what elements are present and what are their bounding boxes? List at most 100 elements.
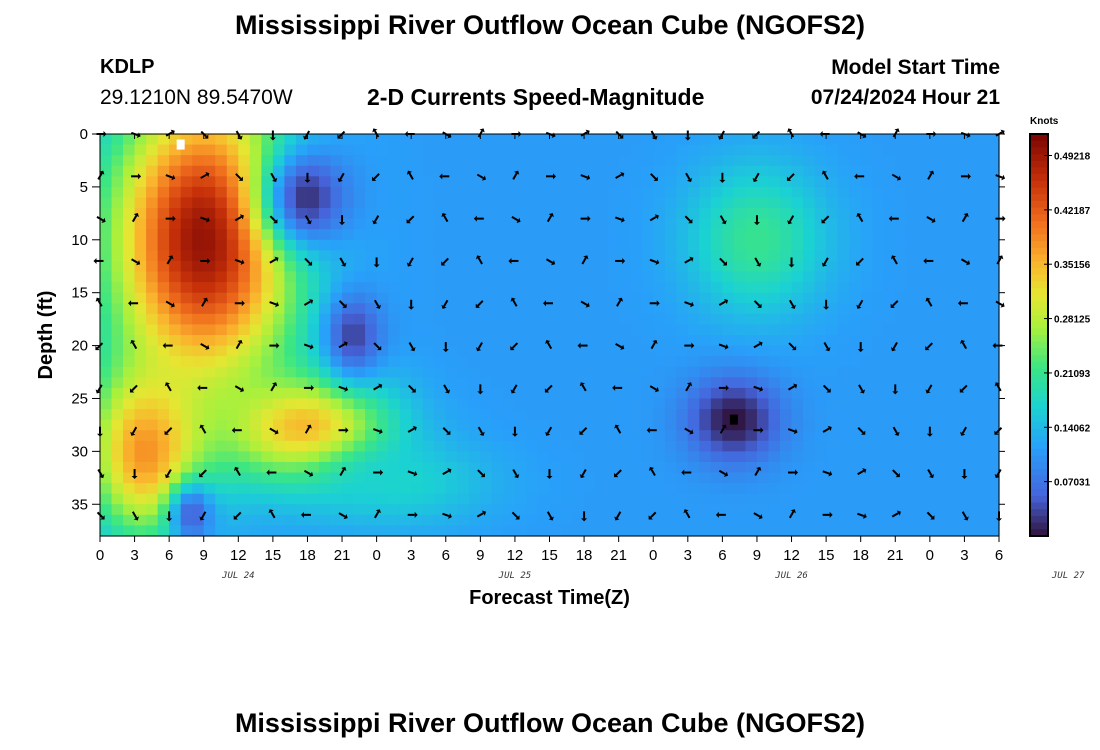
vector-shaft: [372, 428, 381, 433]
heatmap-cell: [192, 419, 205, 431]
heatmap-cell: [607, 292, 620, 304]
heatmap-cell: [180, 313, 193, 326]
vector-head: [686, 177, 693, 182]
heatmap-cell: [134, 186, 147, 199]
heatmap-cell: [826, 356, 839, 368]
heatmap-cell: [918, 377, 931, 389]
heatmap-cell: [468, 440, 481, 452]
heatmap-cell: [238, 250, 251, 262]
heatmap-cell: [169, 324, 182, 336]
heatmap-cell: [733, 155, 747, 167]
current-vector: [648, 466, 656, 477]
heatmap-cell: [457, 377, 470, 389]
heatmap-cell: [284, 387, 297, 400]
heatmap-cell: [261, 324, 274, 336]
heatmap-cell: [572, 493, 585, 505]
heatmap-cell: [422, 335, 435, 347]
heatmap-cell: [226, 377, 239, 389]
heatmap-cell: [803, 335, 816, 347]
heatmap-cell: [964, 398, 977, 410]
heatmap-cell: [791, 514, 804, 527]
heatmap-cell: [226, 345, 239, 357]
heatmap-cell: [814, 250, 827, 262]
vector-head: [756, 262, 762, 267]
heatmap-cell: [365, 483, 378, 495]
current-vector: [269, 427, 279, 435]
heatmap-cell: [123, 483, 136, 495]
heatmap-cell: [503, 155, 516, 167]
heatmap-cell: [952, 335, 966, 347]
heatmap-cell: [699, 356, 712, 368]
heatmap-cell: [238, 419, 251, 431]
heatmap-cell: [791, 292, 804, 304]
heatmap-cell: [964, 461, 977, 474]
heatmap-cell: [607, 493, 620, 505]
heatmap-cell: [572, 313, 585, 326]
heatmap-cell: [388, 419, 401, 431]
heatmap-cell: [549, 356, 562, 368]
heatmap-cell: [284, 440, 297, 452]
heatmap-cell: [653, 134, 666, 146]
heatmap-cell: [595, 451, 608, 463]
heatmap-cell: [584, 303, 597, 315]
heatmap-cell: [745, 218, 758, 230]
heatmap-cell: [803, 165, 816, 177]
heatmap-cell: [537, 282, 551, 294]
vector-shaft: [580, 300, 588, 306]
heatmap-cell: [514, 493, 528, 505]
heatmap-cell: [768, 461, 781, 474]
heatmap-cell: [826, 419, 839, 431]
heatmap-cell: [215, 313, 228, 326]
heatmap-cell: [422, 271, 435, 283]
heatmap-cell: [365, 229, 378, 241]
heatmap-cell: [111, 377, 124, 389]
heatmap-cell: [607, 335, 620, 347]
heatmap-cell: [226, 451, 239, 463]
heatmap-cell: [503, 303, 516, 315]
heatmap-cell: [814, 324, 827, 336]
current-vector: [616, 297, 624, 307]
heatmap-cell: [964, 377, 977, 389]
heatmap-cell: [203, 260, 216, 273]
heatmap-cell: [780, 483, 793, 495]
heatmap-cell: [849, 303, 862, 315]
heatmap-cell: [134, 440, 147, 452]
heatmap-cell: [399, 324, 412, 336]
heatmap-cell: [733, 345, 747, 357]
heatmap-cell: [192, 250, 205, 262]
heatmap-cell: [514, 366, 528, 378]
vector-head: [479, 431, 485, 436]
heatmap-cell: [814, 525, 827, 537]
vector-head: [966, 132, 971, 139]
heatmap-cell: [330, 155, 343, 167]
heatmap-cell: [123, 176, 136, 188]
current-vector: [199, 469, 207, 478]
heatmap-cell: [514, 165, 528, 177]
heatmap-cell: [618, 271, 631, 283]
heatmap-cell: [261, 271, 274, 283]
heatmap-cell: [664, 409, 677, 421]
vector-shaft: [373, 385, 381, 391]
heatmap-cell: [434, 335, 447, 347]
colorbar-segment: [1030, 187, 1048, 195]
heatmap-cell: [318, 260, 332, 273]
vector-head: [648, 515, 653, 520]
heatmap-cell: [111, 430, 124, 442]
vector-head: [172, 215, 176, 222]
vector-head: [759, 386, 764, 392]
heatmap-cell: [491, 186, 504, 199]
heatmap-cell: [987, 398, 1000, 410]
heatmap-cell: [745, 303, 758, 315]
heatmap-cell: [318, 409, 332, 421]
heatmap-cell: [687, 430, 700, 442]
heatmap-cell: [261, 239, 274, 251]
heatmap-cell: [249, 313, 262, 326]
heatmap-cell: [952, 409, 966, 421]
vector-head: [475, 347, 482, 352]
heatmap-cell: [572, 451, 585, 463]
heatmap-cell: [249, 260, 262, 273]
heatmap-cell: [883, 313, 896, 326]
heatmap-cell: [791, 282, 804, 294]
heatmap-cell: [676, 324, 689, 336]
heatmap-cell: [733, 260, 747, 273]
